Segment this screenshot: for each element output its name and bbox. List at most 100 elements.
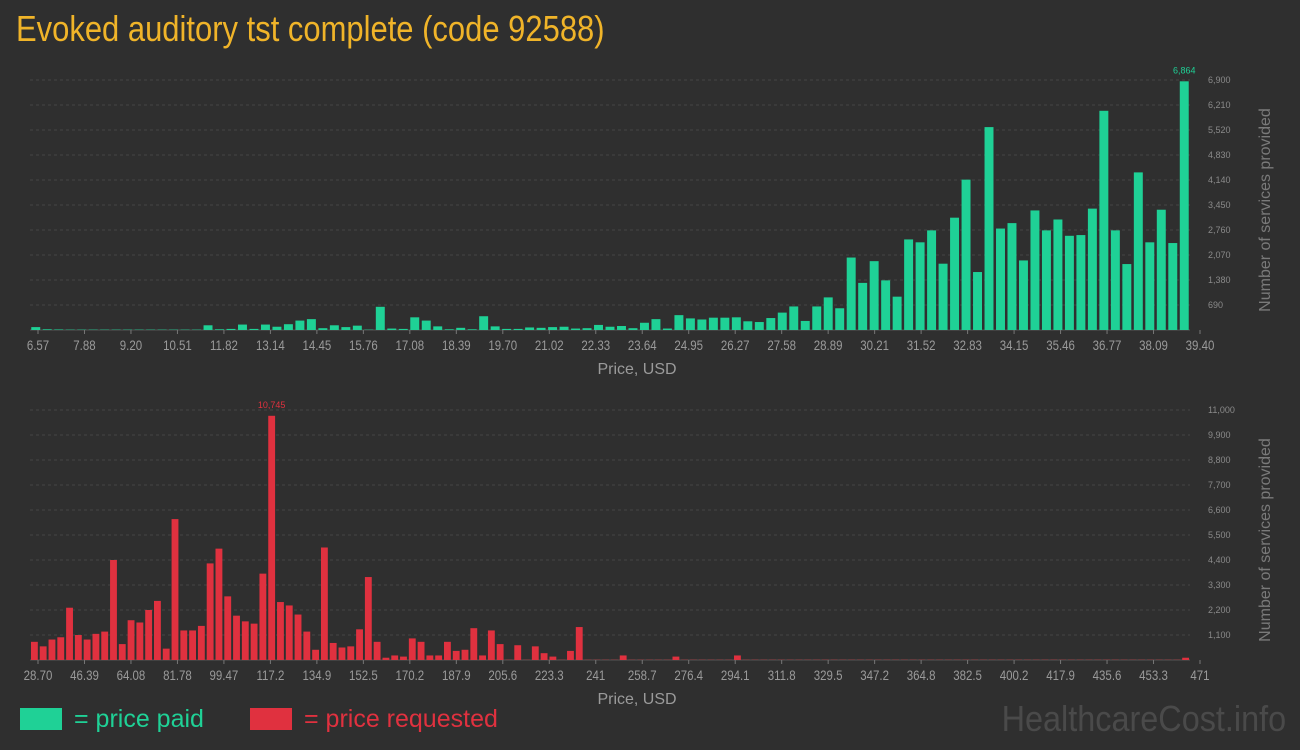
y-tick-label: 6,900 bbox=[1208, 75, 1231, 85]
bar-paid bbox=[639, 322, 649, 330]
bar-paid bbox=[283, 324, 293, 330]
bar-paid bbox=[800, 320, 810, 330]
legend-swatch-paid bbox=[20, 708, 62, 730]
bar-paid bbox=[31, 327, 41, 330]
y-tick-label: 2,070 bbox=[1208, 250, 1231, 260]
bar-requested bbox=[426, 655, 434, 660]
bar-paid bbox=[950, 217, 960, 330]
bar-paid bbox=[525, 327, 535, 330]
bar-requested bbox=[92, 633, 100, 660]
y-tick-label: 4,140 bbox=[1208, 175, 1231, 185]
bar-paid bbox=[617, 326, 626, 330]
bar-requested bbox=[329, 642, 337, 660]
bar-paid bbox=[720, 317, 730, 330]
bar-paid bbox=[846, 257, 856, 330]
bar-paid bbox=[444, 329, 454, 330]
x-tick-label: 24.95 bbox=[674, 337, 703, 353]
bar-requested bbox=[575, 627, 583, 660]
x-tick-label: 347.2 bbox=[860, 667, 889, 683]
x-tick-label: 276.4 bbox=[674, 667, 703, 683]
y-tick-label: 2,200 bbox=[1208, 605, 1231, 615]
x-tick-label: 26.27 bbox=[721, 337, 750, 353]
bar-paid bbox=[628, 328, 638, 330]
bar-paid bbox=[697, 319, 707, 330]
bar-paid bbox=[1110, 230, 1120, 330]
bar-requested bbox=[294, 614, 302, 660]
bar-requested bbox=[549, 656, 557, 660]
bar-paid bbox=[1145, 242, 1155, 330]
bar-requested bbox=[224, 596, 232, 660]
bar-requested bbox=[110, 560, 117, 660]
bar-paid bbox=[513, 328, 523, 330]
bar-paid bbox=[375, 306, 385, 330]
bar-paid bbox=[295, 320, 305, 330]
bar-paid bbox=[548, 327, 558, 330]
bar-requested bbox=[452, 650, 460, 660]
bar-paid bbox=[1053, 219, 1063, 330]
x-tick-label: 9.20 bbox=[120, 337, 142, 353]
x-tick-label: 311.8 bbox=[768, 667, 796, 683]
bar-paid bbox=[996, 228, 1005, 330]
x-tick-label: 10.51 bbox=[163, 337, 192, 353]
bar-paid bbox=[215, 329, 224, 330]
bar-requested bbox=[57, 637, 65, 660]
x-tick-label: 258.7 bbox=[628, 667, 657, 683]
bar-paid bbox=[662, 328, 672, 330]
bar-paid bbox=[812, 306, 822, 330]
x-tick-label: 19.70 bbox=[488, 337, 517, 353]
watermark: HealthcareCost.info bbox=[1001, 698, 1286, 739]
bar-paid bbox=[1064, 235, 1074, 330]
x-tick-label: 31.52 bbox=[907, 337, 936, 353]
x-tick-label: 17.08 bbox=[395, 337, 424, 353]
bar-paid bbox=[341, 327, 351, 330]
bar-requested bbox=[206, 563, 214, 660]
x-tick-label: 134.9 bbox=[303, 667, 332, 683]
bar-paid bbox=[1076, 235, 1086, 330]
x-tick-label: 223.3 bbox=[535, 667, 564, 683]
bar-paid bbox=[685, 318, 695, 330]
bar-requested bbox=[136, 622, 144, 660]
y-tick-label: 5,520 bbox=[1208, 125, 1231, 135]
bar-requested bbox=[619, 655, 627, 660]
bar-requested bbox=[180, 630, 188, 660]
legend-label-requested: = price requested bbox=[304, 704, 498, 733]
bar-requested bbox=[39, 646, 47, 660]
y-axis-label: Number of services provided bbox=[1257, 108, 1274, 312]
bar-paid bbox=[927, 230, 937, 330]
bar-paid bbox=[306, 319, 316, 330]
chart-title: Evoked auditory tst complete (code 92588… bbox=[16, 8, 605, 49]
bar-paid bbox=[1179, 81, 1189, 330]
x-tick-label: 34.15 bbox=[1000, 337, 1029, 353]
bar-requested bbox=[215, 548, 223, 660]
max-value-label: 6,864 bbox=[1173, 65, 1196, 75]
legend-price-paid: = price paid bbox=[20, 704, 204, 734]
x-tick-label: 22.33 bbox=[581, 337, 610, 353]
bar-requested bbox=[496, 644, 504, 660]
x-tick-label: 241 bbox=[586, 667, 605, 683]
bar-paid bbox=[892, 296, 902, 330]
bar-requested bbox=[30, 641, 38, 660]
bar-paid bbox=[249, 328, 259, 330]
bar-paid bbox=[536, 327, 546, 330]
bar-paid bbox=[502, 328, 512, 330]
y-tick-label: 1,100 bbox=[1208, 630, 1231, 640]
x-tick-label: 38.09 bbox=[1139, 337, 1168, 353]
bar-paid bbox=[1099, 110, 1109, 330]
y-tick-label: 6,210 bbox=[1208, 100, 1231, 110]
x-tick-label: 18.39 bbox=[442, 337, 471, 353]
bar-paid bbox=[1168, 243, 1178, 330]
bar-requested bbox=[145, 610, 153, 660]
legend-price-requested: = price requested bbox=[250, 704, 498, 734]
x-tick-label: 23.64 bbox=[628, 337, 657, 353]
bar-paid bbox=[1087, 208, 1097, 330]
bar-paid bbox=[605, 326, 615, 330]
y-tick-label: 9,900 bbox=[1208, 430, 1231, 440]
x-tick-label: 400.2 bbox=[1000, 667, 1029, 683]
y-tick-label: 3,300 bbox=[1208, 580, 1231, 590]
y-axis-label: Number of services provided bbox=[1257, 438, 1274, 642]
bar-paid bbox=[1156, 209, 1166, 330]
bar-requested bbox=[171, 519, 179, 660]
bar-paid bbox=[1030, 210, 1040, 330]
x-tick-label: 7.88 bbox=[73, 337, 95, 353]
bar-paid bbox=[421, 320, 431, 330]
